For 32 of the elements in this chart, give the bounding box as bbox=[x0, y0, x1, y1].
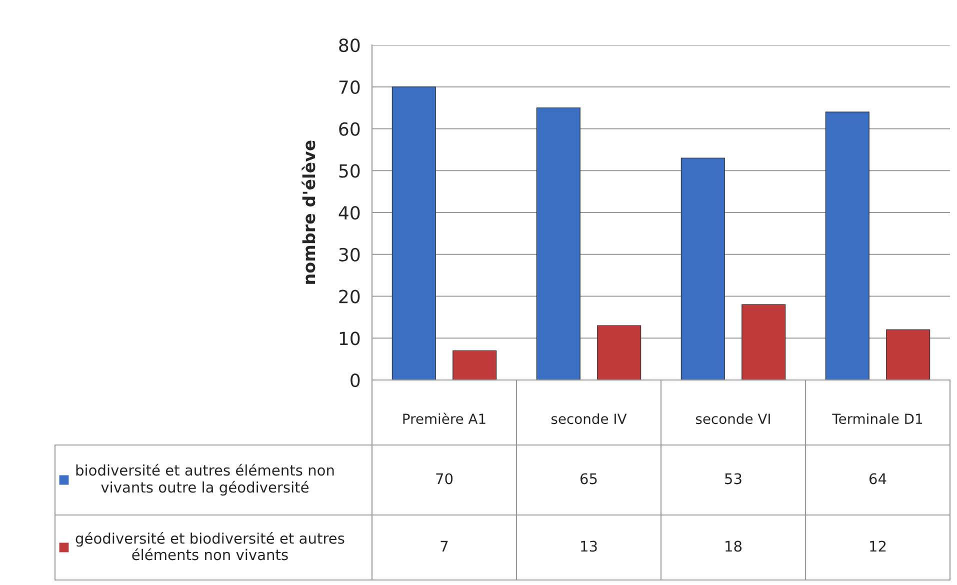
legend-label: biodiversité et autres éléments non vivants outre la géodiversité bbox=[76, 464, 334, 496]
y-tick-label: 40 bbox=[338, 206, 360, 220]
x-tick-label: Première A1 bbox=[403, 412, 486, 424]
y-tick-label: 30 bbox=[339, 248, 360, 262]
bar bbox=[536, 107, 580, 380]
y-tick-label: 80 bbox=[339, 38, 360, 52]
data-label: 53 bbox=[725, 473, 742, 484]
bar bbox=[680, 158, 725, 380]
x-tick-label: seconde IV bbox=[551, 413, 627, 424]
data-label: 18 bbox=[726, 540, 742, 552]
bar bbox=[597, 325, 642, 380]
data-label: 13 bbox=[581, 540, 597, 552]
data-label: 7 bbox=[440, 540, 448, 552]
x-tick-label: Terminale D1 bbox=[832, 413, 922, 424]
bar bbox=[825, 112, 870, 380]
x-tick-label: seconde VI bbox=[696, 413, 770, 424]
y-tick-label: 20 bbox=[339, 290, 360, 304]
bar bbox=[886, 329, 930, 380]
y-tick-label: 60 bbox=[339, 122, 360, 136]
bar bbox=[742, 304, 786, 380]
data-label: 12 bbox=[870, 540, 886, 552]
data-label: 70 bbox=[436, 473, 453, 484]
data-label: 65 bbox=[580, 473, 597, 484]
bar bbox=[392, 86, 436, 380]
y-tick-label: 10 bbox=[340, 332, 360, 346]
data-label: 64 bbox=[869, 473, 886, 484]
y-tick-label: 70 bbox=[339, 80, 360, 94]
y-tick-label: 0 bbox=[350, 373, 360, 388]
bar bbox=[452, 350, 497, 380]
legend-label: géodiversité et biodiversité et autres éléments non vivants bbox=[76, 532, 344, 560]
y-tick-label: 50 bbox=[339, 164, 360, 178]
y-axis-title: nombre d'élève bbox=[302, 140, 316, 284]
